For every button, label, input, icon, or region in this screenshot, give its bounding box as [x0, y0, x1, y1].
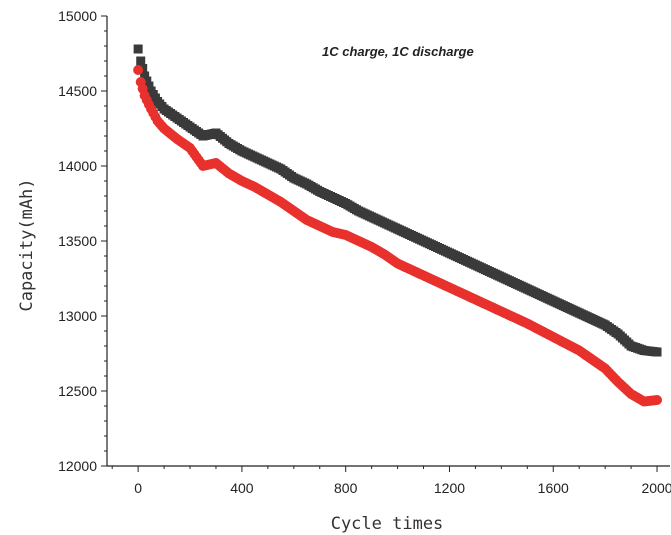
y-tick-label: 12500	[58, 383, 97, 399]
data-point	[140, 71, 150, 81]
y-tick-label: 12000	[58, 458, 97, 474]
y-tick-label: 14000	[58, 158, 97, 174]
data-point	[133, 65, 144, 75]
x-tick-label: 0	[134, 480, 142, 496]
x-axis-title: Cycle times	[331, 514, 444, 534]
data-point	[142, 76, 152, 86]
x-tick-label: 2000	[641, 480, 671, 496]
x-tick-label: 800	[334, 480, 358, 496]
data-point	[652, 347, 662, 357]
data-point	[652, 395, 663, 405]
series-2	[133, 65, 663, 407]
axis-ticks: 12000 12500 13000 13500 14000 14500 15000 0 400 8…	[58, 8, 671, 496]
y-tick-label: 14500	[58, 83, 97, 99]
y-tick-label: 13500	[58, 233, 97, 249]
data-point	[144, 81, 154, 91]
y-tick-label: 15000	[58, 8, 97, 24]
series-layer	[133, 44, 663, 407]
x-tick-label: 400	[230, 480, 254, 496]
x-tick-label: 1200	[434, 480, 465, 496]
y-axis-title: Capacity(mAh)	[17, 178, 37, 311]
data-point	[136, 56, 146, 66]
chart-annotation: 1C charge, 1C discharge	[322, 44, 474, 59]
x-tick-label: 1600	[538, 480, 569, 496]
y-tick-label: 13000	[58, 308, 97, 324]
series-1	[133, 44, 662, 357]
data-point	[133, 44, 143, 54]
